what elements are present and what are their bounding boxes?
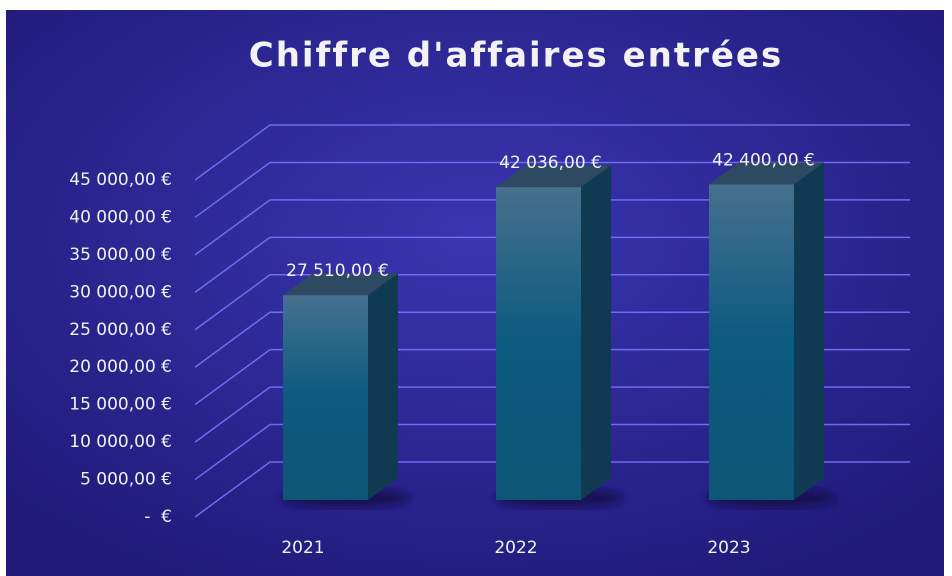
grid-line-side: [194, 124, 271, 181]
bar: [283, 295, 368, 500]
y-tick-label: 10 000,00 €: [69, 432, 172, 452]
data-label: 42 036,00 €: [499, 153, 602, 173]
bar-side: [794, 162, 824, 500]
x-tick-label: 2022: [494, 538, 537, 558]
data-label: 27 510,00 €: [286, 261, 389, 281]
bar-top: [496, 165, 611, 188]
grid-line-side: [194, 274, 271, 331]
bar: [709, 184, 794, 500]
y-tick-label: 40 000,00 €: [69, 207, 172, 227]
grid-line-side: [194, 461, 271, 518]
chart-title: Chiffre d'affaires entrées: [249, 36, 783, 76]
grid-line-side: [194, 423, 271, 481]
x-tick-label: 2023: [707, 538, 750, 558]
y-tick-label: 5 000,00 €: [80, 470, 172, 490]
bar: [496, 187, 581, 500]
y-tick-label: 35 000,00 €: [69, 245, 172, 265]
grid-line-side: [194, 311, 271, 368]
bar-top: [283, 273, 398, 296]
grid-line-side: [194, 161, 271, 219]
x-tick-label: 2021: [281, 538, 324, 558]
grid-line-side: [194, 386, 271, 443]
bar-side: [581, 165, 611, 500]
grid-line-side: [194, 236, 271, 293]
grid-line-side: [194, 199, 271, 256]
y-tick-label: 20 000,00 €: [69, 357, 172, 377]
y-tick-label: 30 000,00 €: [69, 282, 172, 302]
grid-line-side: [194, 349, 271, 406]
y-tick-label: 25 000,00 €: [69, 320, 172, 340]
bar-side: [368, 273, 398, 500]
y-tick-label: - €: [144, 507, 172, 527]
data-label: 42 400,00 €: [712, 150, 815, 170]
y-tick-label: 15 000,00 €: [69, 395, 172, 415]
y-tick-label: 45 000,00 €: [69, 170, 172, 190]
bar-top: [709, 162, 824, 185]
